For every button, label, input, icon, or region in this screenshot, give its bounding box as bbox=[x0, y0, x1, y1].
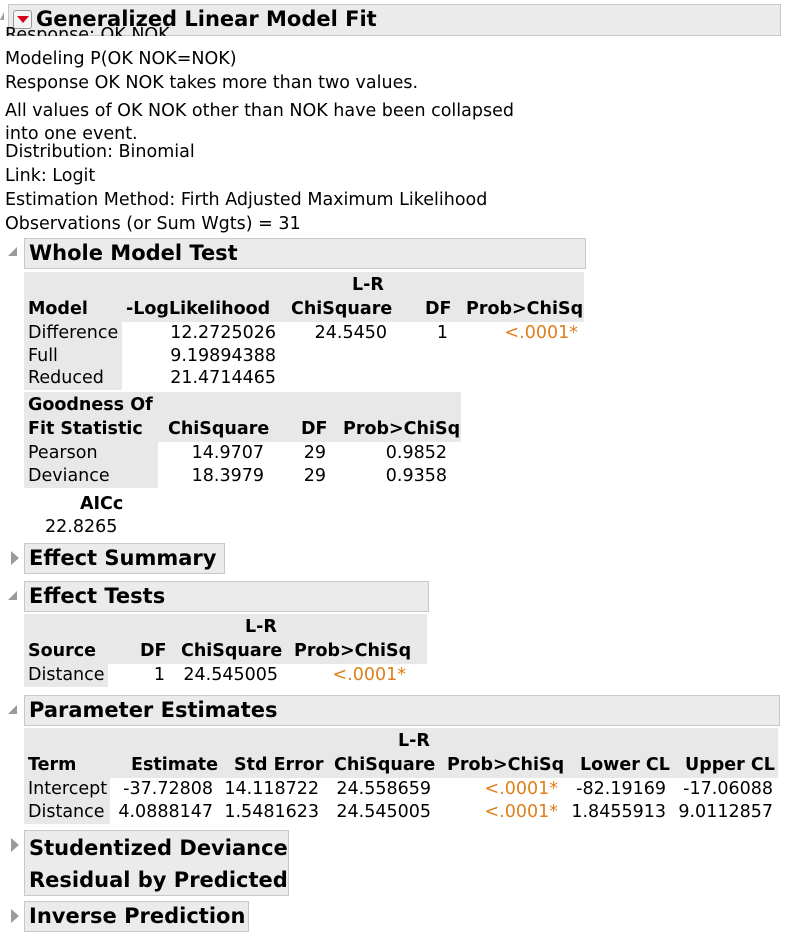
pe-col-upper: Upper CL bbox=[685, 755, 775, 775]
outline-open-icon[interactable] bbox=[8, 247, 17, 256]
parameter-estimates-header[interactable]: Parameter Estimates bbox=[24, 695, 780, 726]
report-title-bar[interactable] bbox=[8, 4, 781, 36]
wmt-table-header-bg bbox=[24, 272, 584, 322]
pe-col-prob: Prob>ChiSq bbox=[447, 755, 565, 775]
info-collapsed-1: All values of OK NOK other than NOK have… bbox=[5, 101, 514, 121]
outline-open-icon[interactable] bbox=[0, 12, 4, 20]
studentized-residual-header[interactable]: Studentized Deviance Residual by Predict… bbox=[24, 830, 289, 896]
info-distribution: Distribution: Binomial bbox=[5, 142, 195, 162]
info-observations: Observations (or Sum Wgts) = 31 bbox=[5, 214, 301, 234]
et-col-prob: Prob>ChiSq bbox=[294, 641, 412, 661]
info-response: Response: OK NOK bbox=[5, 25, 170, 36]
wmt-col-prob: Prob>ChiSq bbox=[466, 299, 584, 319]
wmt-row-prob: <.0001* bbox=[504, 323, 578, 343]
pe-row-chisq: 24.545005 bbox=[336, 802, 431, 822]
pe-row-lower: 1.8455913 bbox=[571, 802, 666, 822]
et-table-header-bg bbox=[24, 614, 427, 664]
info-estimation: Estimation Method: Firth Adjusted Maximu… bbox=[5, 190, 488, 210]
gof-row-stat: Pearson bbox=[28, 443, 98, 463]
pe-row-upper: -17.06088 bbox=[683, 779, 773, 799]
wmt-col-chisq: ChiSquare bbox=[291, 299, 393, 319]
pe-row-chisq: 24.558659 bbox=[336, 779, 431, 799]
et-row-source: Distance bbox=[28, 665, 105, 685]
inverse-prediction-header[interactable]: Inverse Prediction bbox=[24, 901, 249, 932]
wmt-col-loglik: -LogLikelihood bbox=[126, 299, 271, 319]
wmt-row-df: 1 bbox=[436, 323, 448, 343]
gof-col-prob: Prob>ChiSq bbox=[343, 419, 461, 439]
studentized-title-line-1: Studentized Deviance bbox=[29, 836, 288, 860]
gof-row-stat: Deviance bbox=[28, 466, 110, 486]
et-col-df: DF bbox=[140, 641, 167, 661]
pe-col-lr: L-R bbox=[398, 731, 430, 751]
pe-col-lower: Lower CL bbox=[580, 755, 670, 775]
wmt-row-model: Difference bbox=[28, 323, 119, 343]
pe-row-estimate: 4.0888147 bbox=[118, 802, 213, 822]
pe-row-lower: -82.19169 bbox=[576, 779, 666, 799]
wmt-row-chisq: 24.5450 bbox=[314, 323, 387, 343]
pe-row-term: Distance bbox=[28, 802, 105, 822]
outline-open-icon[interactable] bbox=[8, 705, 17, 714]
info-collapsed-2: into one event. bbox=[5, 124, 138, 144]
info-link: Link: Logit bbox=[5, 166, 96, 186]
wmt-row-model: Full bbox=[28, 346, 58, 366]
outline-closed-icon[interactable] bbox=[11, 551, 19, 565]
pe-row-term: Intercept bbox=[28, 779, 108, 799]
outline-closed-icon[interactable] bbox=[11, 909, 19, 923]
pe-table-header-bg bbox=[24, 728, 778, 778]
pe-row-prob: <.0001* bbox=[484, 779, 558, 799]
gof-row-prob: 0.9852 bbox=[385, 443, 447, 463]
pe-row-estimate: -37.72808 bbox=[123, 779, 213, 799]
et-row-df: 1 bbox=[153, 665, 165, 685]
gof-col-df: DF bbox=[301, 419, 328, 439]
gof-row-chisq: 18.3979 bbox=[191, 466, 264, 486]
aicc-value: 22.8265 bbox=[45, 517, 118, 537]
et-table-rowhead-bg bbox=[24, 664, 108, 687]
outline-open-icon[interactable] bbox=[8, 591, 17, 600]
pe-col-chisq: ChiSquare bbox=[334, 755, 436, 775]
gof-row-df: 29 bbox=[303, 466, 326, 486]
pe-row-stderr: 14.118722 bbox=[224, 779, 319, 799]
pe-row-prob: <.0001* bbox=[484, 802, 558, 822]
et-row-chisq: 24.545005 bbox=[183, 665, 278, 685]
pe-col-stderr: Std Error bbox=[234, 755, 324, 775]
gof-row-df: 29 bbox=[303, 443, 326, 463]
pe-col-estimate: Estimate bbox=[131, 755, 219, 775]
pe-row-stderr: 1.5481623 bbox=[224, 802, 319, 822]
pe-table-rowhead-bg bbox=[24, 778, 110, 824]
et-col-chisq: ChiSquare bbox=[181, 641, 283, 661]
et-col-source: Source bbox=[28, 641, 96, 661]
red-triangle-menu-icon[interactable] bbox=[13, 10, 32, 29]
gof-col-stat-2: Fit Statistic bbox=[28, 419, 143, 439]
wmt-row-model: Reduced bbox=[28, 368, 104, 388]
gof-col-chisq: ChiSquare bbox=[168, 419, 270, 439]
info-response-values: Response OK NOK takes more than two valu… bbox=[5, 73, 419, 93]
effect-tests-header[interactable]: Effect Tests bbox=[24, 581, 429, 612]
gof-row-chisq: 14.9707 bbox=[191, 443, 264, 463]
wmt-row-loglik: 12.2725026 bbox=[170, 323, 276, 343]
pe-row-upper: 9.0112857 bbox=[678, 802, 773, 822]
report-title: Generalized Linear Model Fit bbox=[36, 7, 377, 31]
pe-col-term: Term bbox=[28, 755, 77, 775]
et-col-lr: L-R bbox=[245, 617, 277, 637]
gof-col-stat-1: Goodness Of bbox=[28, 395, 153, 415]
wmt-col-lr: L-R bbox=[352, 275, 384, 295]
outline-closed-icon[interactable] bbox=[11, 838, 19, 852]
wmt-col-model: Model bbox=[28, 299, 88, 319]
studentized-title-line-2: Residual by Predicted bbox=[29, 868, 288, 892]
gof-row-prob: 0.9358 bbox=[385, 466, 447, 486]
wmt-row-loglik: 9.19894388 bbox=[170, 346, 276, 366]
et-row-prob: <.0001* bbox=[332, 665, 406, 685]
whole-model-test-header[interactable]: Whole Model Test bbox=[24, 238, 586, 269]
gof-table-header-bg bbox=[24, 392, 461, 442]
effect-summary-header[interactable]: Effect Summary bbox=[24, 543, 225, 574]
aicc-label: AICc bbox=[80, 494, 124, 514]
wmt-row-loglik: 21.4714465 bbox=[170, 368, 276, 388]
wmt-table-rowhead-bg bbox=[24, 322, 122, 390]
info-modeling: Modeling P(OK NOK=NOK) bbox=[5, 49, 237, 69]
gof-table-rowhead-bg bbox=[24, 442, 158, 488]
wmt-col-df: DF bbox=[425, 299, 452, 319]
